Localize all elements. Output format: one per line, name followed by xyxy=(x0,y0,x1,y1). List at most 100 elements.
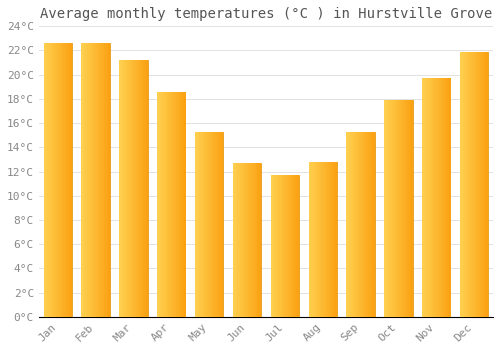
Bar xyxy=(172,92,173,317)
Bar xyxy=(285,175,286,317)
Bar xyxy=(168,92,170,317)
Bar xyxy=(236,163,237,317)
Bar xyxy=(160,92,162,317)
Bar xyxy=(56,43,58,317)
Bar xyxy=(233,163,261,317)
Bar xyxy=(106,43,107,317)
Bar xyxy=(312,162,313,317)
Bar xyxy=(466,52,467,317)
Bar xyxy=(44,43,72,317)
Bar xyxy=(122,60,124,317)
Bar xyxy=(167,92,168,317)
Bar xyxy=(205,132,206,317)
Bar xyxy=(195,132,196,317)
Bar xyxy=(119,60,120,317)
Bar xyxy=(252,163,254,317)
Bar xyxy=(129,60,130,317)
Bar xyxy=(202,132,203,317)
Bar xyxy=(429,78,430,317)
Bar xyxy=(125,60,126,317)
Bar xyxy=(374,132,375,317)
Bar xyxy=(64,43,65,317)
Bar xyxy=(462,52,463,317)
Bar xyxy=(424,78,425,317)
Bar xyxy=(318,162,320,317)
Bar xyxy=(102,43,104,317)
Bar xyxy=(62,43,64,317)
Bar xyxy=(128,60,130,317)
Bar xyxy=(446,78,448,317)
Bar xyxy=(59,43,60,317)
Bar xyxy=(298,175,299,317)
Bar xyxy=(257,163,258,317)
Bar xyxy=(97,43,98,317)
Bar xyxy=(366,132,368,317)
Bar xyxy=(310,162,312,317)
Bar xyxy=(463,52,464,317)
Bar xyxy=(289,175,290,317)
Bar xyxy=(487,52,488,317)
Bar xyxy=(146,60,148,317)
Bar xyxy=(292,175,294,317)
Bar xyxy=(354,132,355,317)
Bar xyxy=(82,43,110,317)
Bar xyxy=(411,100,412,317)
Bar xyxy=(481,52,482,317)
Bar xyxy=(270,175,272,317)
Bar xyxy=(282,175,284,317)
Bar xyxy=(288,175,289,317)
Bar xyxy=(196,132,198,317)
Bar xyxy=(176,92,177,317)
Bar xyxy=(404,100,406,317)
Bar xyxy=(436,78,438,317)
Bar xyxy=(435,78,436,317)
Bar xyxy=(238,163,240,317)
Bar xyxy=(482,52,484,317)
Bar xyxy=(390,100,392,317)
Bar xyxy=(218,132,219,317)
Bar xyxy=(397,100,398,317)
Bar xyxy=(107,43,108,317)
Bar xyxy=(294,175,295,317)
Bar xyxy=(102,43,103,317)
Bar xyxy=(96,43,97,317)
Bar xyxy=(468,52,470,317)
Bar xyxy=(126,60,128,317)
Bar xyxy=(334,162,336,317)
Bar xyxy=(402,100,403,317)
Bar xyxy=(256,163,257,317)
Bar xyxy=(180,92,182,317)
Bar xyxy=(68,43,69,317)
Bar xyxy=(360,132,362,317)
Bar xyxy=(210,132,212,317)
Bar xyxy=(124,60,125,317)
Bar xyxy=(134,60,135,317)
Bar xyxy=(384,100,386,317)
Bar xyxy=(252,163,253,317)
Bar xyxy=(199,132,200,317)
Bar xyxy=(164,92,166,317)
Bar xyxy=(98,43,100,317)
Bar xyxy=(242,163,244,317)
Bar xyxy=(448,78,449,317)
Bar xyxy=(174,92,176,317)
Bar xyxy=(326,162,327,317)
Bar xyxy=(346,132,375,317)
Bar xyxy=(478,52,480,317)
Bar xyxy=(370,132,372,317)
Bar xyxy=(445,78,446,317)
Bar xyxy=(324,162,326,317)
Bar xyxy=(346,132,348,317)
Bar xyxy=(460,52,488,317)
Bar xyxy=(290,175,292,317)
Bar xyxy=(220,132,222,317)
Bar xyxy=(206,132,208,317)
Bar xyxy=(432,78,434,317)
Bar xyxy=(406,100,407,317)
Bar xyxy=(348,132,350,317)
Bar xyxy=(88,43,90,317)
Bar xyxy=(392,100,394,317)
Bar xyxy=(422,78,450,317)
Bar xyxy=(355,132,356,317)
Bar xyxy=(322,162,323,317)
